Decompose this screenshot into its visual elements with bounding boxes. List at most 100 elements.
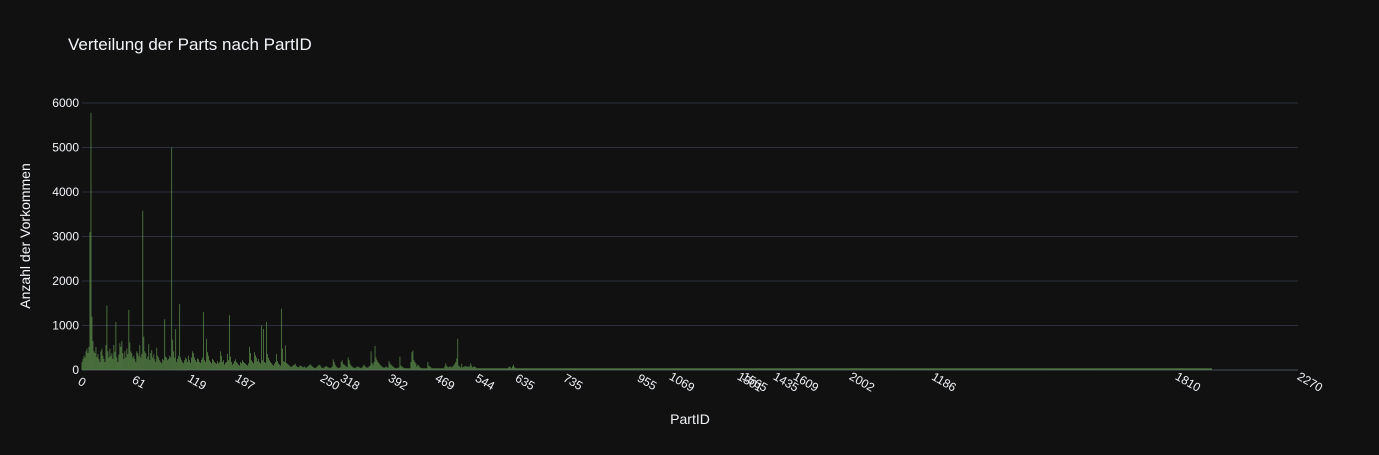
bar [875,368,876,370]
bar [734,368,735,370]
bar [1048,368,1049,370]
bar [518,368,519,370]
bar [198,359,199,370]
bar [310,364,311,370]
bar [499,368,500,370]
bar [197,358,198,370]
bar [98,354,99,370]
bar [1174,368,1175,370]
bar [344,365,345,370]
bar [590,368,591,370]
bar [151,350,152,370]
bar [544,368,545,370]
bar [786,368,787,370]
bar [1088,368,1089,370]
bar [1167,368,1168,370]
bar [622,368,623,370]
bar [968,368,969,370]
bar [111,356,112,370]
bar [1107,368,1108,370]
bar [871,368,872,370]
bar [808,368,809,370]
bar [180,358,181,370]
bar [574,368,575,370]
bar [288,365,289,370]
bar [513,365,514,370]
bar [520,368,521,370]
bar [315,368,316,370]
bar [121,347,122,370]
bar [1203,368,1204,370]
bar [500,368,501,370]
bar [1007,368,1008,370]
bar [838,368,839,370]
bar [577,368,578,370]
bar [933,368,934,370]
bar [395,368,396,370]
bar [200,363,201,370]
bar [348,358,349,370]
bar [941,368,942,370]
bar [696,368,697,370]
bar [229,315,230,370]
bar [830,368,831,370]
bar [235,359,236,370]
bar [321,367,322,370]
bar [1186,368,1187,370]
bar [976,368,977,370]
bar [497,368,498,370]
bar [824,368,825,370]
bar [563,368,564,370]
bar [380,365,381,370]
bar [354,368,355,370]
bar [971,368,972,370]
bar [261,326,262,371]
bar [538,368,539,370]
bar [275,362,276,370]
bar [556,368,557,370]
bar [991,368,992,370]
bar [702,368,703,370]
bar [465,366,466,370]
bar [470,363,471,370]
bar [1125,368,1126,370]
bar [223,360,224,370]
bar [722,368,723,370]
bar [614,368,615,370]
bar [828,368,829,370]
bar [1077,368,1078,370]
bar [960,368,961,370]
bar [188,356,189,370]
bar [1057,368,1058,370]
bar [385,367,386,370]
bar [182,362,183,370]
bar [298,367,299,370]
bar [925,368,926,370]
bar [918,368,919,370]
bar [316,367,317,370]
bar [530,368,531,370]
bar [990,368,991,370]
bar [521,368,522,370]
bar [811,368,812,370]
bar [305,367,306,370]
bar [1051,368,1052,370]
bar [1210,368,1211,370]
bar [469,366,470,370]
bar [1041,368,1042,370]
bar [1137,368,1138,370]
bar [1085,368,1086,370]
bar [366,367,367,370]
bar [691,368,692,370]
bar [970,368,971,370]
bar [643,368,644,370]
bar [103,356,104,370]
bar [264,362,265,370]
bar [386,366,387,370]
bar [126,349,127,370]
bar [282,349,283,370]
bar [516,368,517,370]
bar [821,368,822,370]
bar [1043,368,1044,370]
